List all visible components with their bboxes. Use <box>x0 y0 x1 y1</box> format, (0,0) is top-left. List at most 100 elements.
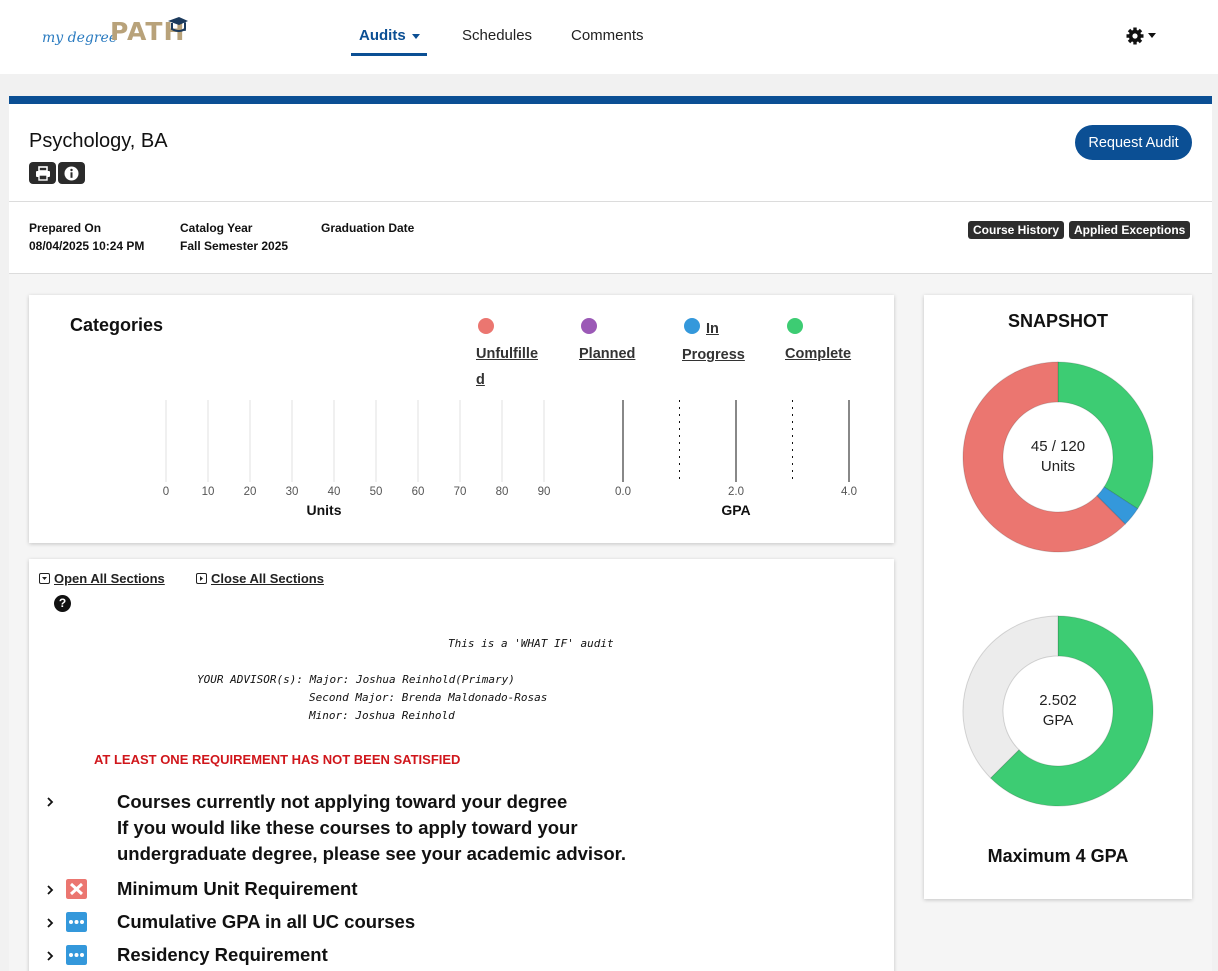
gpa-value: 2.502 <box>1039 692 1077 709</box>
gpa-donut: 2.502 GPA <box>961 614 1155 808</box>
tick-label: 0 <box>163 486 169 498</box>
donut-slice <box>962 615 1059 779</box>
close-all-sections-label: Close All Sections <box>211 571 324 586</box>
legend-in-progress[interactable]: In Progress <box>682 321 745 363</box>
request-audit-button[interactable]: Request Audit <box>1075 125 1192 160</box>
requirement-row-minimum-unit[interactable]: Minimum Unit Requirement <box>29 876 894 904</box>
catalog-year: Catalog Year Fall Semester 2025 <box>180 219 288 255</box>
units-donut-chart <box>962 361 1154 553</box>
tab-audits-label: Audits <box>359 27 406 44</box>
categories-bar-chart: 0102030405060708090UnitsUCM ReqGen Educa… <box>163 400 857 518</box>
top-navbar: my degree PATH Audits Schedules Comments <box>0 0 1218 74</box>
legend-complete[interactable]: Complete <box>785 346 852 362</box>
tick-label: 0.0 <box>615 486 631 498</box>
donut-slice <box>989 615 1154 807</box>
donut-slice <box>1057 361 1154 510</box>
categories-card: Categories Unfulfilled Planned In Progre… <box>29 295 894 543</box>
settings-menu-button[interactable] <box>1125 25 1165 47</box>
legend-dot-planned <box>581 318 597 334</box>
open-all-sections-label: Open All Sections <box>54 571 165 586</box>
what-if-notice: This is a 'WHAT IF' audit <box>448 637 614 650</box>
requirement-line: If you would like these courses to apply… <box>117 817 578 838</box>
sections-card: Open All Sections Close All Sections ? T… <box>29 559 894 971</box>
advisor-line-minor: Minor: Joshua Reinhold <box>309 709 455 722</box>
requirement-title: Residency Requirement <box>117 944 328 965</box>
prepared-on: Prepared On 08/04/2025 10:24 PM <box>29 219 144 255</box>
degree-title: Psychology, BA <box>29 130 168 152</box>
legend-dot-unfulfilled <box>478 318 494 334</box>
chevron-right-icon <box>47 918 54 928</box>
chevron-right-icon <box>47 885 54 895</box>
advisor-line-second-major: Second Major: Brenda Maldonado-Rosas <box>309 691 548 704</box>
graduation-date-label: Graduation Date <box>321 221 415 235</box>
audit-header-bar <box>9 96 1212 104</box>
gpa-label: GPA <box>1042 712 1074 729</box>
legend-planned[interactable]: Planned <box>579 346 636 362</box>
x-icon <box>66 879 87 899</box>
axis-label: GPA <box>721 502 750 518</box>
print-button[interactable] <box>29 162 56 184</box>
tick-label: 60 <box>412 486 425 498</box>
unsatisfied-warning: AT LEAST ONE REQUIREMENT HAS NOT BEEN SA… <box>94 752 461 767</box>
requirement-row-residency[interactable]: Residency Requirement <box>29 942 894 970</box>
active-tab-indicator <box>351 53 427 56</box>
chevron-down-icon <box>1148 33 1156 38</box>
advisor-line-major: YOUR ADVISOR(s): Major: Joshua Reinhold(… <box>197 673 515 686</box>
donut-slice <box>962 361 1126 553</box>
categories-title: Categories <box>70 315 164 335</box>
snapshot-title: SNAPSHOT <box>1007 311 1108 331</box>
snapshot-footer: Maximum 4 GPA <box>987 846 1129 866</box>
legend-dot-complete <box>787 318 803 334</box>
requirement-title: Courses currently not applying toward yo… <box>117 789 626 867</box>
requirement-title: Minimum Unit Requirement <box>117 878 358 899</box>
mydegreepath-logo[interactable]: my degree PATH <box>40 16 192 56</box>
legend-unfulfilled[interactable]: Unfulfilled <box>476 346 539 388</box>
chevron-down-icon <box>411 33 420 39</box>
catalog-year-label: Catalog Year <box>180 221 253 235</box>
chevron-right-icon <box>47 951 54 961</box>
help-icon[interactable]: ? <box>54 595 71 612</box>
info-icon <box>64 166 79 180</box>
audit-card: Psychology, BA Request Audit Prepared On… <box>9 104 1212 971</box>
tab-audits[interactable]: Audits <box>359 27 420 44</box>
close-all-sections-link[interactable]: Close All Sections <box>196 571 324 586</box>
units-label: Units <box>1040 458 1076 475</box>
gpa-donut-chart <box>962 615 1154 807</box>
tick-label: 80 <box>496 486 509 498</box>
tick-label: 4.0 <box>841 486 857 498</box>
divider <box>9 201 1212 202</box>
collapse-square-icon <box>196 573 207 584</box>
legend-dot-in-progress <box>684 318 700 334</box>
requirement-line: Courses currently not applying toward yo… <box>117 791 568 812</box>
gear-icon <box>1126 27 1144 45</box>
expand-square-icon <box>39 573 50 584</box>
tick-label: 40 <box>328 486 341 498</box>
graduation-date: Graduation Date <box>321 219 414 237</box>
catalog-year-value: Fall Semester 2025 <box>180 239 289 253</box>
ellipsis-icon <box>66 945 87 965</box>
snapshot-card: SNAPSHOT 45 / 120 Units 2.502 GPA Maximu… <box>924 295 1192 899</box>
tick-label: 2.0 <box>728 486 744 498</box>
tick-label: 10 <box>202 486 215 498</box>
open-all-sections-link[interactable]: Open All Sections <box>39 571 165 586</box>
info-button[interactable] <box>58 162 85 184</box>
logo-text-small: my degree <box>42 30 118 46</box>
units-donut: 45 / 120 Units <box>961 360 1155 554</box>
prepared-on-value: 08/04/2025 10:24 PM <box>29 239 145 253</box>
course-history-badge[interactable]: Course History <box>968 221 1065 239</box>
tab-schedules[interactable]: Schedules <box>462 27 533 44</box>
requirement-line: undergraduate degree, please see your ac… <box>117 843 626 864</box>
tick-label: 70 <box>454 486 467 498</box>
tick-label: 30 <box>286 486 299 498</box>
tab-comments[interactable]: Comments <box>571 27 644 44</box>
requirement-row-not-applying[interactable]: Courses currently not applying toward yo… <box>29 789 894 869</box>
graduation-cap-icon <box>168 17 188 32</box>
print-icon <box>35 165 50 181</box>
chevron-right-icon <box>47 797 54 807</box>
tick-label: 90 <box>538 486 551 498</box>
tick-label: 20 <box>244 486 257 498</box>
applied-exceptions-badge[interactable]: Applied Exceptions <box>1069 221 1191 239</box>
requirement-row-cumulative-gpa[interactable]: Cumulative GPA in all UC courses <box>29 909 894 937</box>
tick-label: 50 <box>370 486 383 498</box>
requirement-title: Cumulative GPA in all UC courses <box>117 911 416 932</box>
